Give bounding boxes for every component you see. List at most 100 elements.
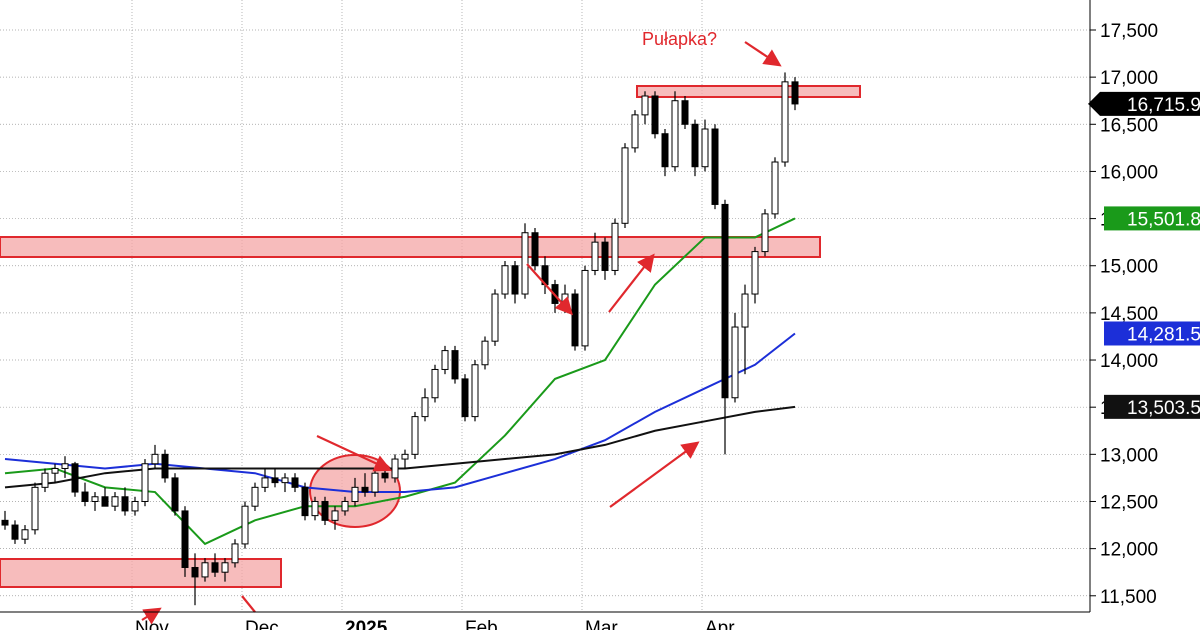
candle-body [651,95,659,135]
y-tick-label: 16,000 [1100,162,1158,183]
candle-body [411,416,419,455]
candle-body [501,265,509,295]
candle-body [51,467,59,474]
candle-body [391,458,399,479]
x-tick-label: Mar [585,618,618,630]
candle-body [81,491,89,502]
candle-body [61,463,69,469]
y-tick-label: 14,500 [1100,304,1158,325]
arrows [141,41,782,625]
y-tick-label: 15,000 [1100,257,1158,278]
candle-body [521,232,529,295]
moving-average [4,405,796,489]
annotations [0,85,861,588]
candle-body [11,524,19,540]
arrow [609,441,700,508]
candle-body [291,477,299,488]
x-tick-label: Nov [135,618,169,630]
candle-body [601,241,609,271]
price-tag-label: 16,715.9 [1127,95,1200,116]
candle-body [441,350,449,370]
price-tag [1104,206,1200,231]
axis-labels: 11,50012,00012,50013,00013,50014,00014,5… [135,21,1200,630]
candle-body [91,496,99,502]
candle-body [171,477,179,512]
candle-body [571,293,579,347]
price-tag [1104,321,1200,346]
y-tick-label: 12,000 [1100,540,1158,561]
candle-body [231,543,239,564]
resistance-zone [636,85,861,98]
moving-average [4,217,796,546]
candle-body [21,529,29,540]
candle-body [491,293,499,342]
candle-body [701,128,709,168]
candle-body [31,486,39,531]
candle-body [561,293,569,304]
candle-body [731,326,739,399]
y-tick-label: 17,500 [1100,21,1158,42]
y-tick-label: 13,000 [1100,445,1158,466]
x-tick-label: 2025 [345,618,388,630]
candle-body [241,505,249,545]
price-tag-label: 13,503.5 [1127,398,1200,419]
annotation-text: Pułapka? [642,29,717,49]
candle-body [331,510,339,521]
candle-body [211,562,219,573]
candle-body [151,453,159,465]
price-tag-label: 15,501.8 [1127,209,1200,230]
candle-body [481,340,489,366]
candle-body [751,251,759,295]
candle-body [311,500,319,517]
candle-body [621,147,629,224]
x-tick-label: Dec [245,618,279,630]
candle-body [691,123,699,168]
candle-body [301,486,309,517]
y-tick-label: 12,500 [1100,492,1158,513]
plot [1,72,799,606]
candle-body [351,486,359,502]
candle-body [361,486,369,493]
candle-body [341,500,349,512]
candle-body [781,81,789,163]
candle-body [131,500,139,512]
candle-body [71,463,79,493]
arrow [526,263,573,316]
candle-body [511,265,519,295]
arrow [608,253,655,313]
candle-body [1,519,9,526]
x-tick-label: Feb [465,618,498,630]
candle-body [671,100,679,168]
candle-body [111,496,119,507]
candle-body [761,213,769,253]
candle-body [431,368,439,399]
y-tick-label: 14,000 [1100,351,1158,372]
candle-body [41,472,49,488]
candle-body [221,562,229,573]
price-tag [1088,91,1200,116]
price-tag-label: 14,281.5 [1127,324,1200,345]
grid [0,0,1090,612]
y-tick-label: 17,000 [1100,68,1158,89]
candle-body [451,350,459,380]
arrow [316,435,392,472]
candle-body [181,510,189,568]
candle-body [271,477,279,484]
candle-body [641,95,649,116]
candle-body [681,100,689,125]
candle-body [531,232,539,267]
candle-body [631,114,639,149]
candle-body [721,203,729,399]
candle-body [141,463,149,502]
support-zone [0,236,821,258]
candle-body [321,500,329,521]
support-zone [0,558,282,588]
y-tick-label: 16,500 [1100,115,1158,136]
candle-body [741,293,749,328]
candle-body [371,472,379,493]
candle-body [711,128,719,205]
moving-average [4,332,796,494]
price-tag [1104,394,1200,419]
